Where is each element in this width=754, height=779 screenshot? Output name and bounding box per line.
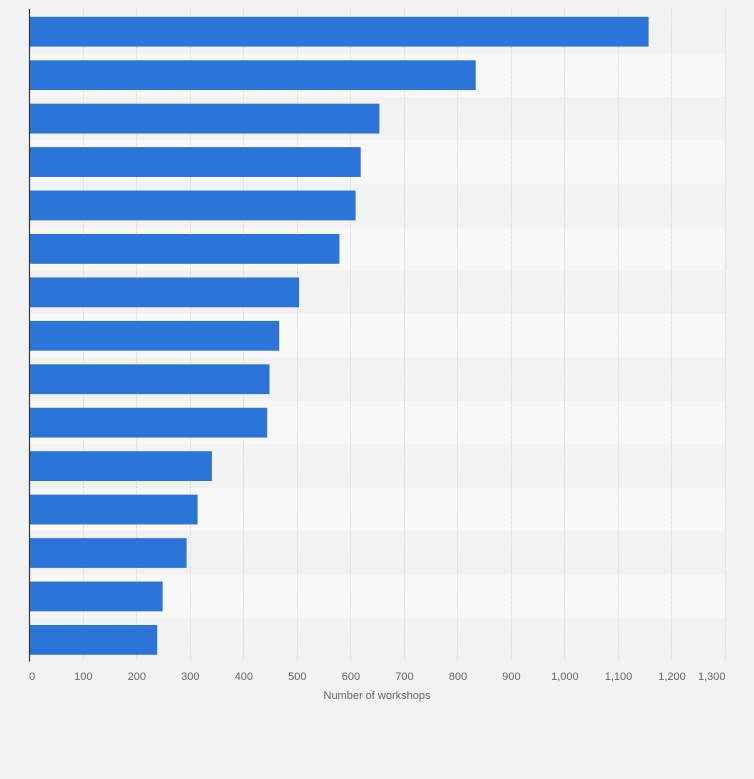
svg-text:400: 400	[235, 671, 253, 683]
svg-text:600: 600	[342, 671, 360, 683]
svg-text:800: 800	[449, 671, 467, 683]
svg-text:900: 900	[502, 671, 520, 683]
svg-text:0: 0	[29, 671, 35, 683]
svg-text:1,100: 1,100	[605, 671, 633, 683]
svg-text:1,000: 1,000	[551, 671, 579, 683]
svg-text:300: 300	[181, 671, 199, 683]
svg-text:1,200: 1,200	[658, 671, 686, 683]
svg-text:500: 500	[288, 671, 306, 683]
svg-text:700: 700	[395, 671, 413, 683]
svg-text:1,300: 1,300	[698, 671, 726, 683]
svg-text:Number of workshops: Number of workshops	[324, 690, 431, 702]
svg-text:200: 200	[128, 671, 146, 683]
svg-text:100: 100	[74, 671, 92, 683]
